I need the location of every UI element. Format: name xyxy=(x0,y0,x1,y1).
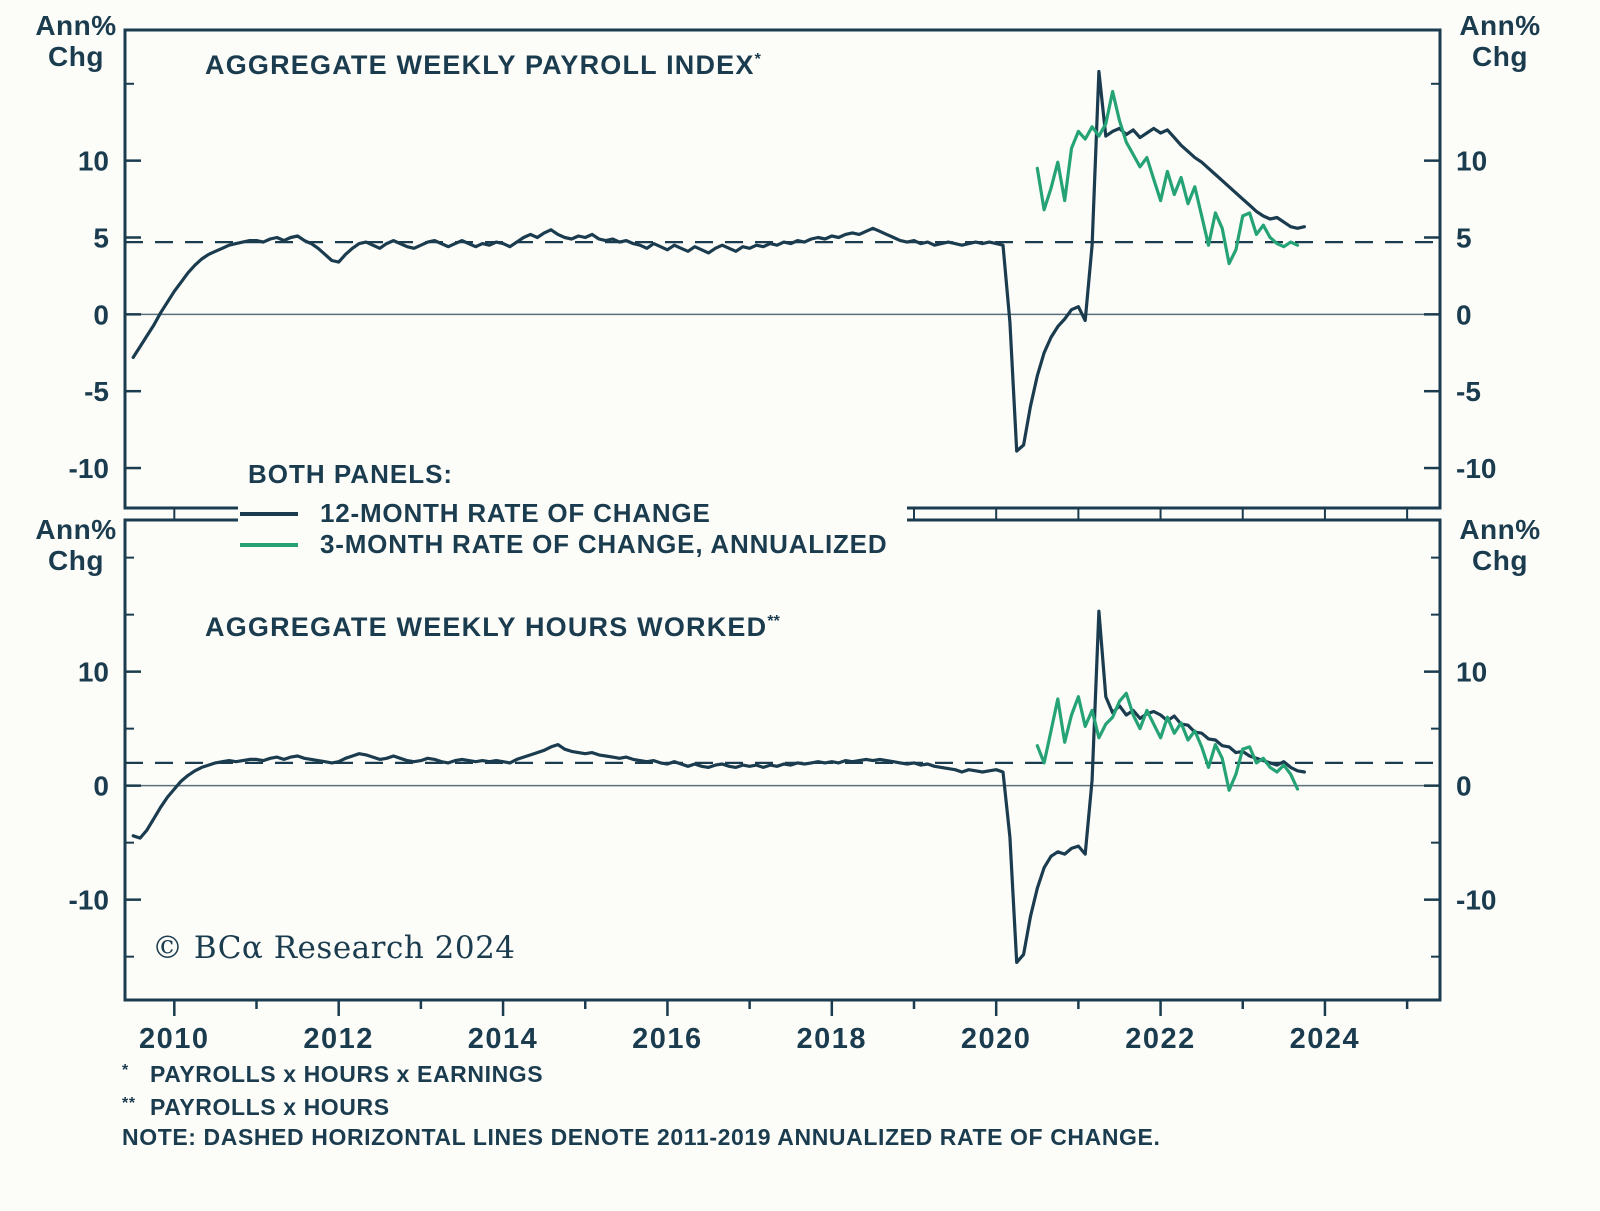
x-axis-year-label: 2018 xyxy=(797,1023,868,1055)
footnote-marker: ** xyxy=(122,1095,136,1112)
panel-title-hours-worked: AGGREGATE WEEKLY HOURS WORKED** xyxy=(205,612,780,643)
legend-item-3-month: 3-MONTH RATE OF CHANGE, ANNUALIZED xyxy=(240,529,887,560)
line-swatch-dark xyxy=(240,511,298,516)
footnote-text: PAYROLLS x HOURS xyxy=(150,1094,390,1120)
panel-title-text: AGGREGATE WEEKLY PAYROLL INDEX xyxy=(205,50,755,80)
ann-pct-text: Ann% xyxy=(1459,514,1541,545)
y-tick-label: -10 xyxy=(69,453,109,484)
x-axis-year-label: 2020 xyxy=(961,1023,1032,1055)
legend-title: BOTH PANELS: xyxy=(248,459,454,489)
y-tick-label: 10 xyxy=(78,146,109,177)
y-tick-label: 0 xyxy=(93,771,109,802)
series-line-3-month xyxy=(1035,89,1300,266)
line-swatch-green xyxy=(240,542,298,547)
footnote-text: PAYROLLS x HOURS x EARNINGS xyxy=(150,1061,544,1087)
panel-title-payroll-index: AGGREGATE WEEKLY PAYROLL INDEX* xyxy=(205,50,761,81)
y-axis-unit-label-bottom-left: Ann% Chg xyxy=(28,514,124,576)
series-line-3-month xyxy=(1035,691,1300,792)
legend: BOTH PANELS: 12-MONTH RATE OF CHANGE 3-M… xyxy=(238,455,908,570)
chg-text: Chg xyxy=(1472,545,1528,576)
y-tick-label: 0 xyxy=(1456,771,1472,802)
y-tick-label: -5 xyxy=(1456,376,1481,407)
x-axis-year-label: 2010 xyxy=(139,1023,210,1055)
x-axis-year-label: 2016 xyxy=(632,1023,703,1055)
footnotes: * PAYROLLS x HOURS x EARNINGS ** PAYROLLS … xyxy=(122,1058,1160,1154)
panel-border xyxy=(123,28,1442,510)
footnote-payrolls-hours-earnings: * PAYROLLS x HOURS x EARNINGS xyxy=(122,1058,1160,1087)
y-tick-label: -10 xyxy=(1456,885,1496,916)
y-axis-unit-label-bottom-right: Ann% Chg xyxy=(1452,514,1548,576)
footnote-marker: ** xyxy=(767,613,780,630)
footnote-marker: * xyxy=(122,1062,129,1079)
x-axis-year-label: 2014 xyxy=(468,1023,539,1055)
footnote-payrolls-hours: ** PAYROLLS x HOURS xyxy=(122,1091,1160,1120)
panel-title-text: AGGREGATE WEEKLY HOURS WORKED xyxy=(205,612,768,642)
chg-text: Chg xyxy=(1472,41,1528,72)
y-tick-label: -10 xyxy=(69,885,109,916)
footnote-dashed-lines-note: NOTE: DASHED HORIZONTAL LINES DENOTE 201… xyxy=(122,1124,1160,1150)
x-axis-year-label: 2012 xyxy=(303,1023,374,1055)
legend-label: 3-MONTH RATE OF CHANGE, ANNUALIZED xyxy=(320,529,888,559)
y-tick-label: 10 xyxy=(1456,146,1487,177)
y-tick-label: 10 xyxy=(1456,657,1487,688)
y-tick-label: -10 xyxy=(1456,453,1496,484)
series-line-12-month xyxy=(131,609,1307,965)
chg-text: Chg xyxy=(48,41,104,72)
y-tick-label: -5 xyxy=(84,376,109,407)
footnote-text: NOTE: DASHED HORIZONTAL LINES DENOTE 201… xyxy=(122,1124,1161,1150)
ann-pct-text: Ann% xyxy=(35,10,117,41)
y-tick-label: 10 xyxy=(78,657,109,688)
y-tick-label: 0 xyxy=(1456,299,1472,330)
ann-pct-text: Ann% xyxy=(1459,10,1541,41)
copyright: © BCα Research 2024 xyxy=(152,930,516,966)
ann-pct-text: Ann% xyxy=(35,514,117,545)
footnote-marker: * xyxy=(754,51,761,68)
series-line-12-month xyxy=(131,69,1307,453)
legend-label: 12-MONTH RATE OF CHANGE xyxy=(320,498,711,528)
legend-item-12-month: 12-MONTH RATE OF CHANGE xyxy=(240,498,887,529)
y-tick-label: 5 xyxy=(1456,222,1472,253)
y-tick-label: 0 xyxy=(93,299,109,330)
chg-text: Chg xyxy=(48,545,104,576)
y-axis-unit-label-top-right: Ann% Chg xyxy=(1452,10,1548,72)
y-axis-unit-label-top-left: Ann% Chg xyxy=(28,10,124,72)
x-axis-year-label: 2024 xyxy=(1290,1023,1361,1055)
y-tick-label: 5 xyxy=(93,222,109,253)
x-axis-year-label: 2022 xyxy=(1125,1023,1196,1055)
